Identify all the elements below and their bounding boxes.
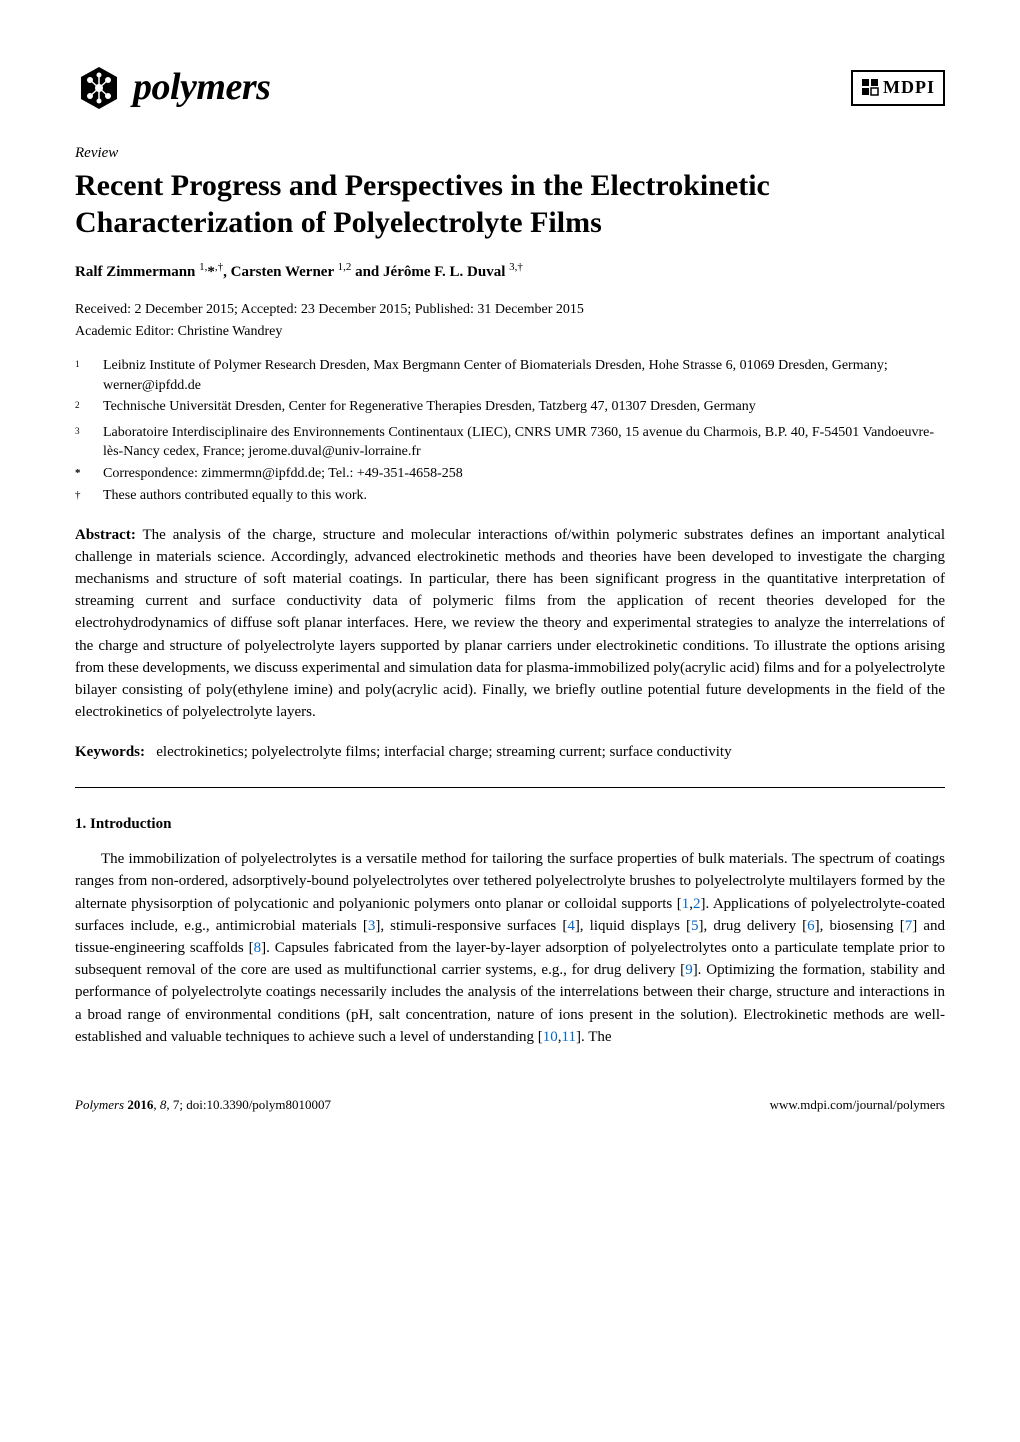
publisher-name: MDPI xyxy=(883,74,935,100)
journal-logo: polymers xyxy=(75,60,270,115)
keywords-block: Keywords: electrokinetics; polyelectroly… xyxy=(75,741,945,763)
affiliation-3: 3 Laboratoire Interdisciplinaire des Env… xyxy=(75,423,945,462)
equal-contribution: † These authors contributed equally to t… xyxy=(75,486,945,506)
affiliation-2: 2 Technische Universität Dresden, Center… xyxy=(75,397,945,420)
citation-5[interactable]: 5 xyxy=(691,918,699,934)
author-2: Carsten Werner 1,2 xyxy=(231,264,352,280)
citation-1[interactable]: 1 xyxy=(682,896,690,912)
abstract-label: Abstract: xyxy=(75,527,136,543)
affiliation-1: 1 Leibniz Institute of Polymer Research … xyxy=(75,356,945,395)
polymers-logo-icon xyxy=(75,64,123,112)
citation-6[interactable]: 6 xyxy=(807,918,815,934)
footer-journal: Polymers xyxy=(75,1097,127,1112)
mdpi-icon xyxy=(861,78,879,96)
dates-line: Received: 2 December 2015; Accepted: 23 … xyxy=(75,300,945,320)
editor-line: Academic Editor: Christine Wandrey xyxy=(75,322,945,342)
citation-11[interactable]: 11 xyxy=(562,1029,576,1045)
intro-paragraph: The immobilization of polyelectrolytes i… xyxy=(75,848,945,1048)
footer-right: www.mdpi.com/journal/polymers xyxy=(770,1096,945,1115)
citation-4[interactable]: 4 xyxy=(567,918,575,934)
page-footer: Polymers 2016, 8, 7; doi:10.3390/polym80… xyxy=(75,1096,945,1115)
abstract-text: The analysis of the charge, structure an… xyxy=(75,527,945,721)
page-header: polymers MDPI xyxy=(75,60,945,115)
author-list: Ralf Zimmermann 1,*,†, Carsten Werner 1,… xyxy=(75,260,945,284)
author-1: Ralf Zimmermann 1,*,† xyxy=(75,264,223,280)
article-type: Review xyxy=(75,143,945,165)
footer-year: 2016 xyxy=(127,1097,153,1112)
keywords-text: electrokinetics; polyelectrolyte films; … xyxy=(156,744,731,760)
abstract-block: Abstract: The analysis of the charge, st… xyxy=(75,524,945,724)
footer-left: Polymers 2016, 8, 7; doi:10.3390/polym80… xyxy=(75,1096,331,1115)
section-divider xyxy=(75,787,945,788)
publisher-logo: MDPI xyxy=(851,70,945,106)
footer-citation: , 8, 7; doi:10.3390/polym8010007 xyxy=(153,1097,331,1112)
citation-10[interactable]: 10 xyxy=(543,1029,558,1045)
citation-8[interactable]: 8 xyxy=(254,940,262,956)
citation-9[interactable]: 9 xyxy=(685,962,693,978)
section-1-heading: 1. Introduction xyxy=(75,814,945,836)
journal-name: polymers xyxy=(133,60,270,115)
article-title: Recent Progress and Perspectives in the … xyxy=(75,167,945,242)
keywords-label: Keywords: xyxy=(75,744,145,760)
author-3: Jérôme F. L. Duval 3,† xyxy=(383,264,523,280)
affiliations-block: 1 Leibniz Institute of Polymer Research … xyxy=(75,356,945,505)
correspondence: * Correspondence: zimmermn@ipfdd.de; Tel… xyxy=(75,464,945,484)
